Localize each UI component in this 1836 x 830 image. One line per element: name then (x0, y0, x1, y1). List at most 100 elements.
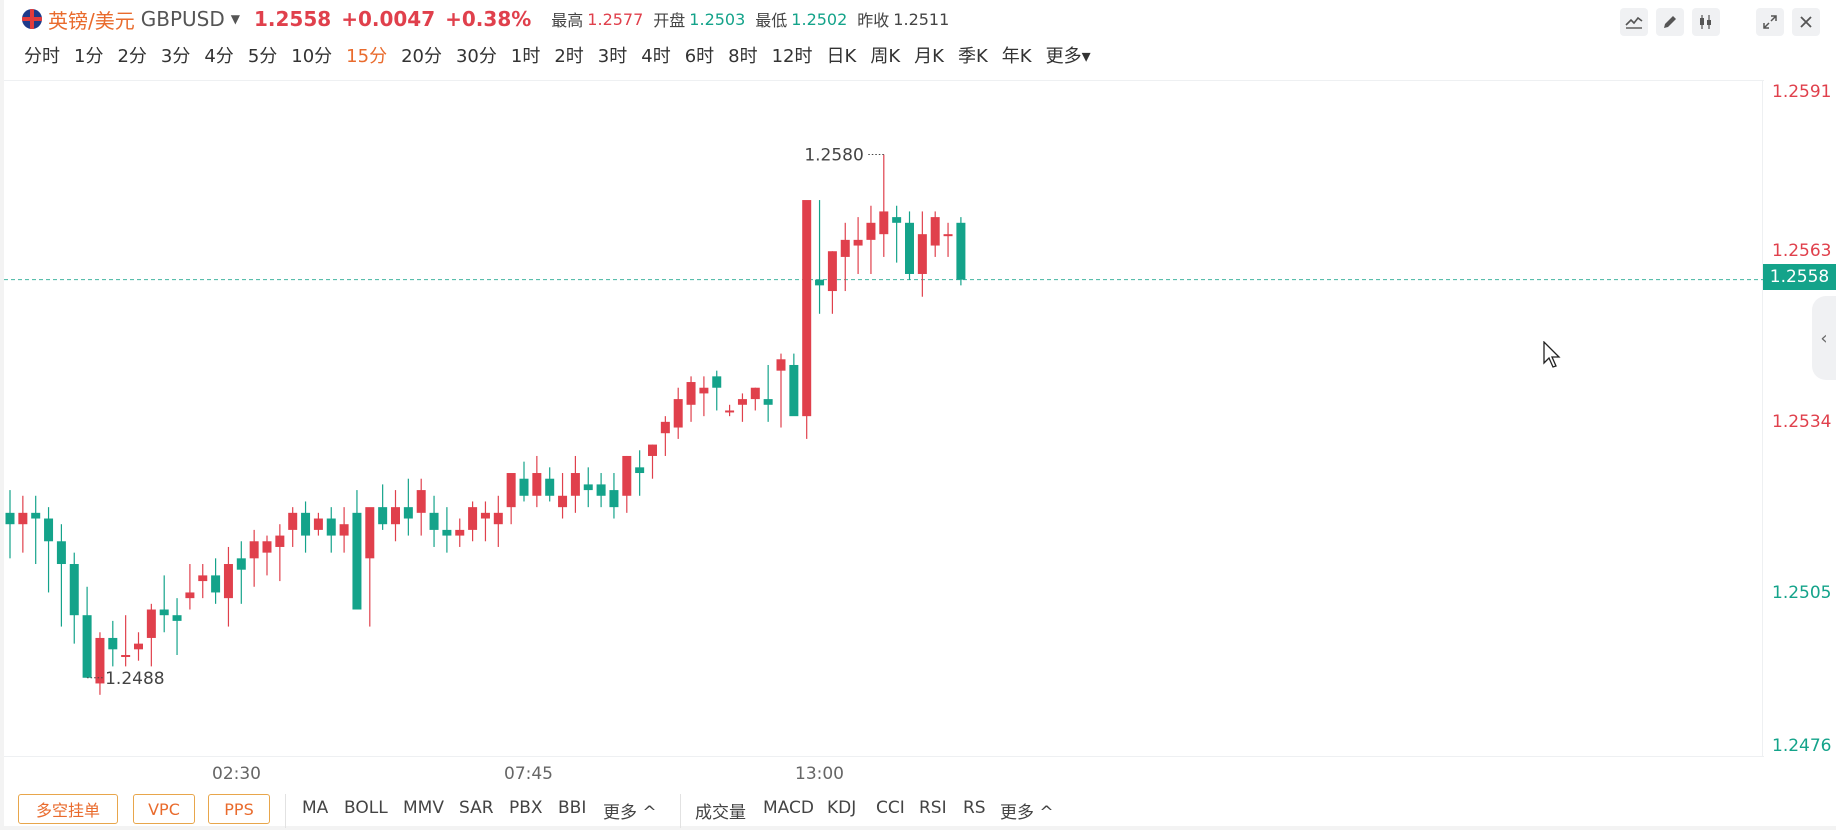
interval-tab[interactable]: 30分 (455, 46, 497, 67)
stat-high-label: 最高 (551, 11, 584, 30)
interval-tab[interactable]: 日K (826, 46, 857, 67)
indicator-kdj[interactable]: KDJ (827, 798, 857, 818)
candle-body (121, 655, 131, 658)
x-tick: 02:30 (212, 764, 261, 784)
candle-body (789, 364, 799, 417)
candle-body (879, 211, 889, 235)
candle-body (5, 512, 15, 525)
pen-icon[interactable] (1656, 8, 1684, 36)
price-change-percent: +0.38% (445, 7, 532, 31)
interval-tab[interactable]: 季K (957, 46, 988, 67)
bottom-frame (0, 826, 1836, 830)
instrument-name[interactable]: 英镑/美元 (48, 8, 135, 33)
candle-body (506, 473, 516, 508)
candle-body (95, 637, 105, 684)
stat-open-label: 开盘 (653, 11, 686, 30)
indicator-sar[interactable]: SAR (459, 798, 494, 818)
stat-prevclose-label: 昨收 (857, 11, 890, 30)
candle-body (737, 399, 747, 405)
candle-body (648, 444, 657, 456)
interval-tab[interactable]: 15分 (346, 46, 388, 67)
indicator-ma[interactable]: MA (302, 798, 329, 818)
candle-body (866, 222, 876, 240)
indicator-rs[interactable]: RS (963, 798, 986, 818)
candle-body (223, 564, 233, 599)
interval-tab[interactable]: 4分 (204, 46, 234, 67)
candle-body (262, 541, 272, 553)
chevron-left-icon[interactable]: ‹ (1812, 296, 1836, 380)
indicator-mmv[interactable]: MMV (403, 798, 444, 818)
candle-body (185, 592, 195, 599)
candle-body (827, 251, 837, 292)
indicator-macd[interactable]: MACD (763, 798, 814, 818)
candle-body (69, 564, 79, 616)
instrument-symbol[interactable]: GBPUSD (140, 7, 225, 31)
candle-body (391, 507, 400, 525)
candle-body (596, 484, 606, 496)
interval-tab[interactable]: 周K (870, 46, 901, 67)
high-annotation: 1.2580 (804, 146, 863, 166)
candle-body (750, 387, 760, 400)
indicator-toolbar: 多空挂单 VPC PPS MA BOLL MMV SAR PBX BBI 更多 … (0, 786, 1836, 828)
candles-icon[interactable] (1692, 8, 1720, 36)
candle-body (301, 512, 311, 536)
candle-body (712, 376, 722, 388)
candle-body (352, 512, 362, 610)
indicator-boll[interactable]: BOLL (344, 798, 388, 818)
candle-body (134, 643, 143, 650)
order-button[interactable]: 多空挂单 (18, 794, 118, 824)
indicator-rsi[interactable]: RSI (919, 798, 947, 818)
interval-tab[interactable]: 1时 (510, 46, 541, 67)
interval-tab[interactable]: 月K (914, 46, 944, 67)
expand-icon[interactable] (1756, 8, 1784, 36)
sub-indicator-more[interactable]: 更多 ^ (1000, 803, 1054, 823)
candle-body (172, 615, 182, 621)
candle-body (236, 558, 246, 570)
interval-tab[interactable]: 2时 (554, 46, 584, 67)
interval-tab[interactable]: 10分 (291, 46, 333, 67)
stat-low-label: 最低 (755, 11, 788, 30)
indicator-cci[interactable]: CCI (876, 798, 905, 818)
candle-body (468, 507, 478, 530)
candle-body (442, 529, 452, 536)
current-price-tag: 1.2558 (1763, 264, 1836, 290)
interval-tab[interactable]: 4时 (641, 46, 671, 67)
vpc-button[interactable]: VPC (133, 794, 195, 824)
interval-tab[interactable]: 1分 (74, 46, 104, 67)
interval-tab[interactable]: 更多▾ (1045, 46, 1091, 67)
indicator-pbx[interactable]: PBX (509, 798, 543, 818)
interval-tab[interactable]: 6时 (684, 46, 715, 67)
candle-body (198, 575, 208, 582)
candle-body (917, 234, 927, 274)
candle-body (776, 359, 786, 371)
interval-tab[interactable]: 5分 (247, 46, 278, 67)
candle-body (365, 507, 375, 559)
chevron-down-icon[interactable]: ▼ (230, 12, 240, 26)
y-tick: 1.2591 (1772, 82, 1832, 102)
line-tool-icon[interactable] (1620, 8, 1648, 36)
stat-high-value: 1.2577 (587, 9, 644, 29)
interval-tab[interactable]: 8时 (728, 46, 758, 67)
y-tick: 1.2476 (1772, 736, 1832, 756)
candle-body (583, 484, 593, 491)
interval-tab[interactable]: 20分 (401, 46, 442, 67)
interval-tab[interactable]: 年K (1001, 46, 1032, 67)
candle-body (275, 535, 285, 547)
interval-tab[interactable]: 12时 (771, 46, 813, 67)
interval-tab[interactable]: 3分 (160, 46, 191, 67)
close-icon[interactable] (1792, 8, 1820, 36)
interval-tab[interactable]: 分时 (24, 46, 60, 67)
toolbar-divider (285, 794, 286, 828)
interval-tab[interactable]: 3时 (597, 46, 628, 67)
candle-body (493, 512, 503, 525)
candle-body (943, 234, 953, 237)
candle-body (558, 495, 568, 508)
interval-tab[interactable]: 2分 (117, 46, 147, 67)
indicator-bbi[interactable]: BBI (558, 798, 587, 818)
candle-body (146, 609, 156, 638)
candle-body (249, 541, 259, 559)
pps-button[interactable]: PPS (208, 794, 270, 824)
main-indicator-more[interactable]: 更多 ^ (603, 803, 657, 823)
indicator-volume[interactable]: 成交量 (695, 803, 746, 823)
